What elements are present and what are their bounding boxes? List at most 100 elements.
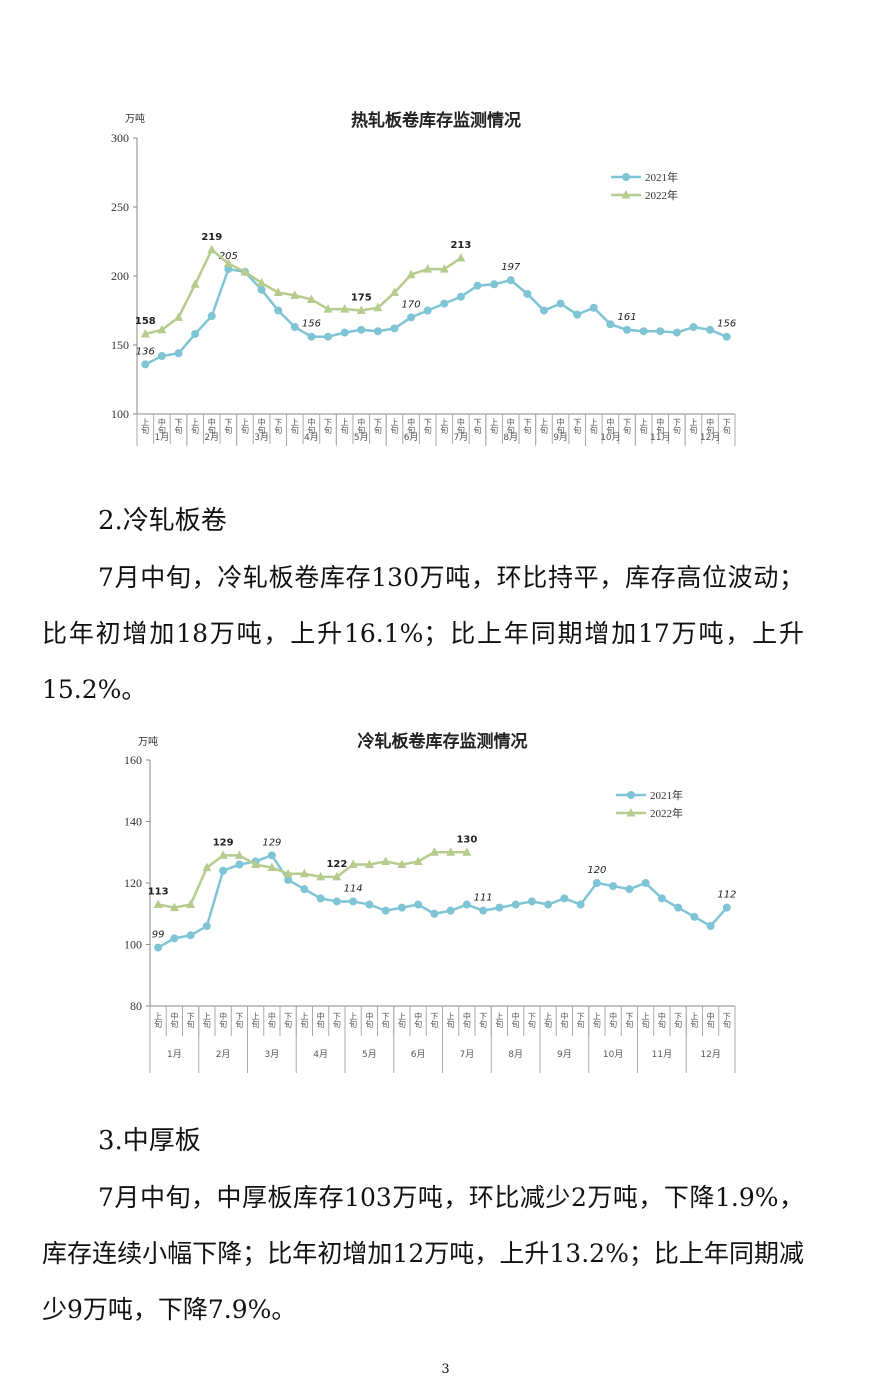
x-tick-label: 上旬 — [340, 418, 349, 435]
data-label: 205 — [219, 251, 238, 262]
x-tick-label: 下旬 — [224, 418, 233, 435]
series-line — [157, 853, 728, 949]
x-tick-label: 上旬 — [495, 1012, 504, 1029]
marker — [207, 244, 217, 254]
x-tick-label: 上旬 — [639, 418, 648, 435]
x-tick-label: 中旬 — [407, 417, 416, 435]
marker — [623, 325, 632, 334]
x-tick-label: 中旬 — [556, 417, 565, 435]
x-tick-label: 中旬 — [506, 417, 515, 435]
marker — [423, 264, 433, 273]
x-tick-label: 中旬 — [456, 417, 465, 435]
marker — [340, 328, 349, 337]
marker — [257, 277, 267, 287]
data-label: 113 — [148, 887, 169, 898]
month-label: 7月 — [460, 1049, 475, 1060]
data-label: 122 — [326, 859, 347, 870]
x-tick-label: 上旬 — [539, 418, 548, 435]
marker — [406, 269, 416, 279]
x-tick-label: 中旬 — [414, 1011, 423, 1029]
x-tick-label: 下旬 — [324, 418, 333, 435]
month-label: 1月 — [167, 1049, 182, 1060]
x-tick-label: 下旬 — [722, 418, 731, 435]
y-tick-label: 150 — [111, 338, 129, 352]
marker — [381, 856, 391, 865]
x-tick-label: 上旬 — [589, 418, 598, 435]
marker — [621, 190, 631, 199]
marker — [706, 325, 715, 334]
x-tick-label: 中旬 — [606, 417, 615, 435]
x-tick-label: 上旬 — [490, 418, 499, 435]
y-unit: 万吨 — [138, 735, 158, 748]
data-label: 158 — [135, 316, 156, 327]
x-tick-label: 中旬 — [207, 417, 216, 435]
x-tick-label: 下旬 — [576, 1012, 585, 1029]
marker — [174, 312, 184, 321]
marker — [364, 859, 374, 869]
heading: 3.中厚板 — [98, 1126, 201, 1156]
month-label: 2月 — [204, 432, 219, 443]
x-tick-label: 下旬 — [527, 1012, 536, 1029]
marker — [284, 875, 293, 884]
x-tick-label: 中旬 — [316, 1011, 325, 1029]
marker — [413, 856, 423, 865]
x-tick-label: 上旬 — [641, 1012, 650, 1029]
x-tick-label: 下旬 — [573, 418, 582, 435]
marker — [523, 289, 532, 298]
x-tick-label: 下旬 — [523, 418, 532, 435]
marker — [573, 310, 582, 319]
marker — [267, 862, 277, 872]
x-tick-label: 中旬 — [307, 417, 316, 435]
marker — [592, 879, 601, 887]
marker — [190, 279, 200, 288]
marker — [606, 320, 615, 329]
series-line — [157, 851, 467, 909]
x-tick-label: 上旬 — [300, 1012, 309, 1029]
marker — [622, 173, 630, 181]
y-tick-label: 160 — [124, 753, 142, 767]
marker — [299, 868, 309, 878]
marker — [373, 302, 383, 312]
marker — [219, 866, 228, 875]
x-tick-label: 下旬 — [674, 1012, 683, 1029]
marker — [511, 900, 520, 909]
data-label: 130 — [456, 834, 477, 845]
marker — [218, 850, 228, 859]
marker — [690, 912, 699, 921]
marker — [439, 264, 449, 273]
y-tick-label: 200 — [111, 269, 129, 283]
marker — [639, 327, 648, 336]
marker — [324, 332, 333, 341]
month-label: 4月 — [304, 432, 319, 443]
x-tick-label: 下旬 — [722, 1012, 731, 1029]
data-label: 99 — [152, 930, 165, 941]
month-label: 6月 — [411, 1049, 426, 1060]
marker — [722, 903, 731, 912]
marker — [356, 305, 366, 314]
marker — [306, 294, 316, 303]
marker — [234, 850, 244, 859]
marker — [174, 349, 183, 358]
marker — [576, 900, 585, 909]
month-label: 3月 — [265, 1049, 280, 1060]
month-label: 6月 — [404, 432, 419, 443]
y-tick-label: 140 — [124, 815, 142, 829]
marker — [357, 325, 366, 334]
marker — [141, 360, 150, 369]
marker — [479, 906, 488, 915]
x-tick-label: 下旬 — [479, 1012, 488, 1029]
chart-title: 冷轧板卷库存监测情况 — [358, 731, 528, 752]
data-label: 170 — [402, 299, 421, 310]
legend-label: 2021年 — [650, 788, 683, 802]
marker — [235, 860, 244, 869]
marker — [202, 922, 211, 931]
x-tick-label: 上旬 — [397, 1012, 406, 1029]
x-tick-label: 下旬 — [332, 1012, 341, 1029]
data-label: 156 — [302, 319, 321, 330]
month-label: 3月 — [254, 432, 269, 443]
x-tick-label: 中旬 — [706, 1011, 715, 1029]
marker — [456, 253, 466, 262]
marker — [273, 287, 283, 297]
marker — [251, 859, 261, 869]
